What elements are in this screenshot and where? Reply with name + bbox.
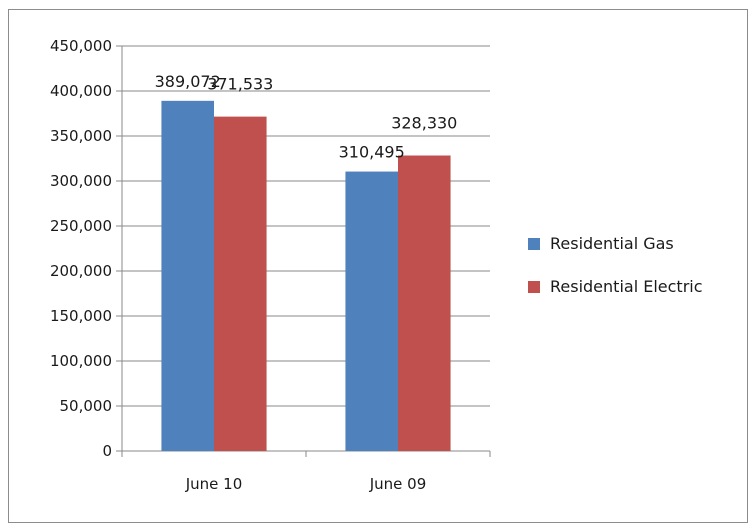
y-tick-label: 200,000 [50,262,112,280]
y-tick-label: 350,000 [50,127,112,145]
bar [398,155,451,452]
legend-swatch [528,281,540,293]
data-label: 389,072 [155,72,221,91]
y-tick-label: 300,000 [50,172,112,190]
data-label: 371,533 [207,75,273,94]
y-tick-label: 0 [102,442,112,460]
legend: Residential Gas Residential Electric [528,234,703,296]
y-tick-label: 50,000 [60,397,113,415]
bar [161,100,214,451]
bars [161,100,451,452]
legend-label: Residential Electric [550,277,703,296]
x-tick-label: June 10 [185,475,243,493]
y-tick-label: 150,000 [50,307,112,325]
y-tick-label: 100,000 [50,352,112,370]
legend-label: Residential Gas [550,234,674,253]
legend-swatch [528,238,540,250]
bar [214,116,267,451]
y-tick-label: 450,000 [50,37,112,55]
data-label: 310,495 [339,143,405,162]
data-label: 328,330 [391,114,457,133]
axes: 0 50,000 100,000 150,000 200,000 250,000 300,0… [50,37,491,493]
y-tick-label: 250,000 [50,217,112,235]
y-tick-label: 400,000 [50,82,112,100]
bar [345,171,398,451]
x-tick-label: June 09 [369,475,427,493]
